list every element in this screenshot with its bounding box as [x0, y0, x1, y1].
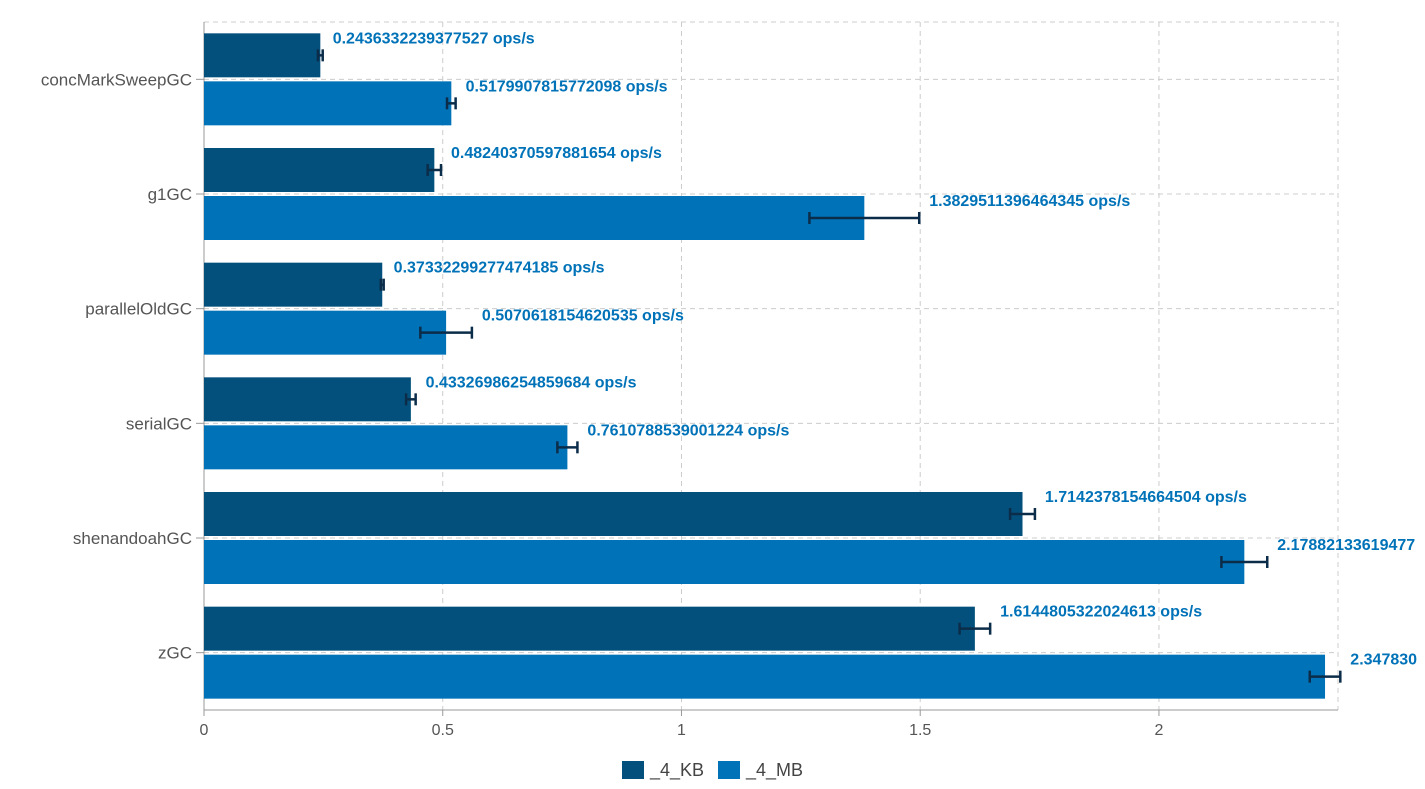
bar-serialGC-_4_MB[interactable]	[204, 425, 568, 470]
bar-concMarkSweepGC-_4_MB[interactable]	[204, 81, 452, 126]
bars	[204, 33, 1326, 699]
category-label: shenandoahGC	[73, 529, 192, 548]
legend: _4_KB _4_MB	[0, 758, 1425, 782]
data-label-shenandoahGC-_4_MB: 2.17882133619477	[1277, 537, 1415, 554]
category-label: concMarkSweepGC	[41, 70, 192, 89]
data-label-g1GC-_4_KB: 0.48240370597881654 ops/s	[451, 145, 662, 162]
data-label-serialGC-_4_MB: 0.7610788539001224 ops/s	[587, 422, 789, 439]
data-labels: 0.2436332239377527 ops/s 0.51799078157720…	[333, 30, 1417, 668]
x-tick-label: 0.5	[432, 722, 454, 739]
data-label-zGC-_4_MB: 2.347830	[1350, 652, 1417, 669]
grid-lines	[203, 21, 1339, 711]
data-label-concMarkSweepGC-_4_MB: 0.5179907815772098 ops/s	[466, 78, 668, 95]
category-label: parallelOldGC	[85, 300, 192, 319]
bar-g1GC-_4_KB[interactable]	[204, 148, 435, 192]
data-label-parallelOldGC-_4_KB: 0.37332299277474185 ops/s	[394, 260, 605, 277]
x-tick-label: 1.5	[909, 722, 931, 739]
data-label-concMarkSweepGC-_4_KB: 0.2436332239377527 ops/s	[333, 30, 535, 47]
category-label: g1GC	[148, 185, 192, 204]
legend-label-4mb: _4_MB	[746, 759, 804, 780]
x-tick-label: 2	[1154, 722, 1163, 739]
bar-zGC-_4_KB[interactable]	[204, 606, 975, 651]
category-label: serialGC	[126, 414, 192, 433]
data-label-zGC-_4_KB: 1.6144805322024613 ops/s	[1000, 604, 1202, 621]
data-label-g1GC-_4_MB: 1.3829511396464345 ops/s	[929, 193, 1130, 210]
data-label-parallelOldGC-_4_MB: 0.5070618154620535 ops/s	[482, 308, 684, 325]
error-bars	[316, 49, 1342, 683]
legend-swatch-4mb	[718, 761, 740, 779]
x-tick-labels: 0 0.5 1 1.5 2	[200, 710, 1163, 739]
x-tick-label: 0	[200, 722, 209, 739]
bar-shenandoahGC-_4_KB[interactable]	[204, 492, 1023, 536]
legend-item-4mb[interactable]: _4_MB	[718, 760, 803, 781]
legend-label-4kb: _4_KB	[649, 759, 704, 780]
bar-g1GC-_4_MB[interactable]	[204, 196, 865, 240]
bar-parallelOldGC-_4_MB[interactable]	[204, 310, 447, 355]
data-label-shenandoahGC-_4_KB: 1.7142378154664504 ops/s	[1045, 489, 1247, 506]
legend-swatch-4kb	[621, 761, 644, 779]
category-label: zGC	[158, 644, 192, 663]
data-label-serialGC-_4_KB: 0.43326986254859684 ops/s	[426, 374, 637, 391]
bar-shenandoahGC-_4_MB[interactable]	[204, 540, 1245, 584]
category-labels: concMarkSweepGC g1GC parallelOldGC serialGC…	[41, 70, 204, 663]
bar-parallelOldGC-_4_KB[interactable]	[204, 262, 383, 307]
x-tick-label: 1	[677, 722, 686, 739]
legend-item-4kb[interactable]: _4_KB	[621, 759, 704, 781]
bar-concMarkSweepGC-_4_KB[interactable]	[204, 33, 321, 78]
bar-zGC-_4_MB[interactable]	[204, 654, 1326, 699]
bar-serialGC-_4_KB[interactable]	[204, 377, 411, 422]
